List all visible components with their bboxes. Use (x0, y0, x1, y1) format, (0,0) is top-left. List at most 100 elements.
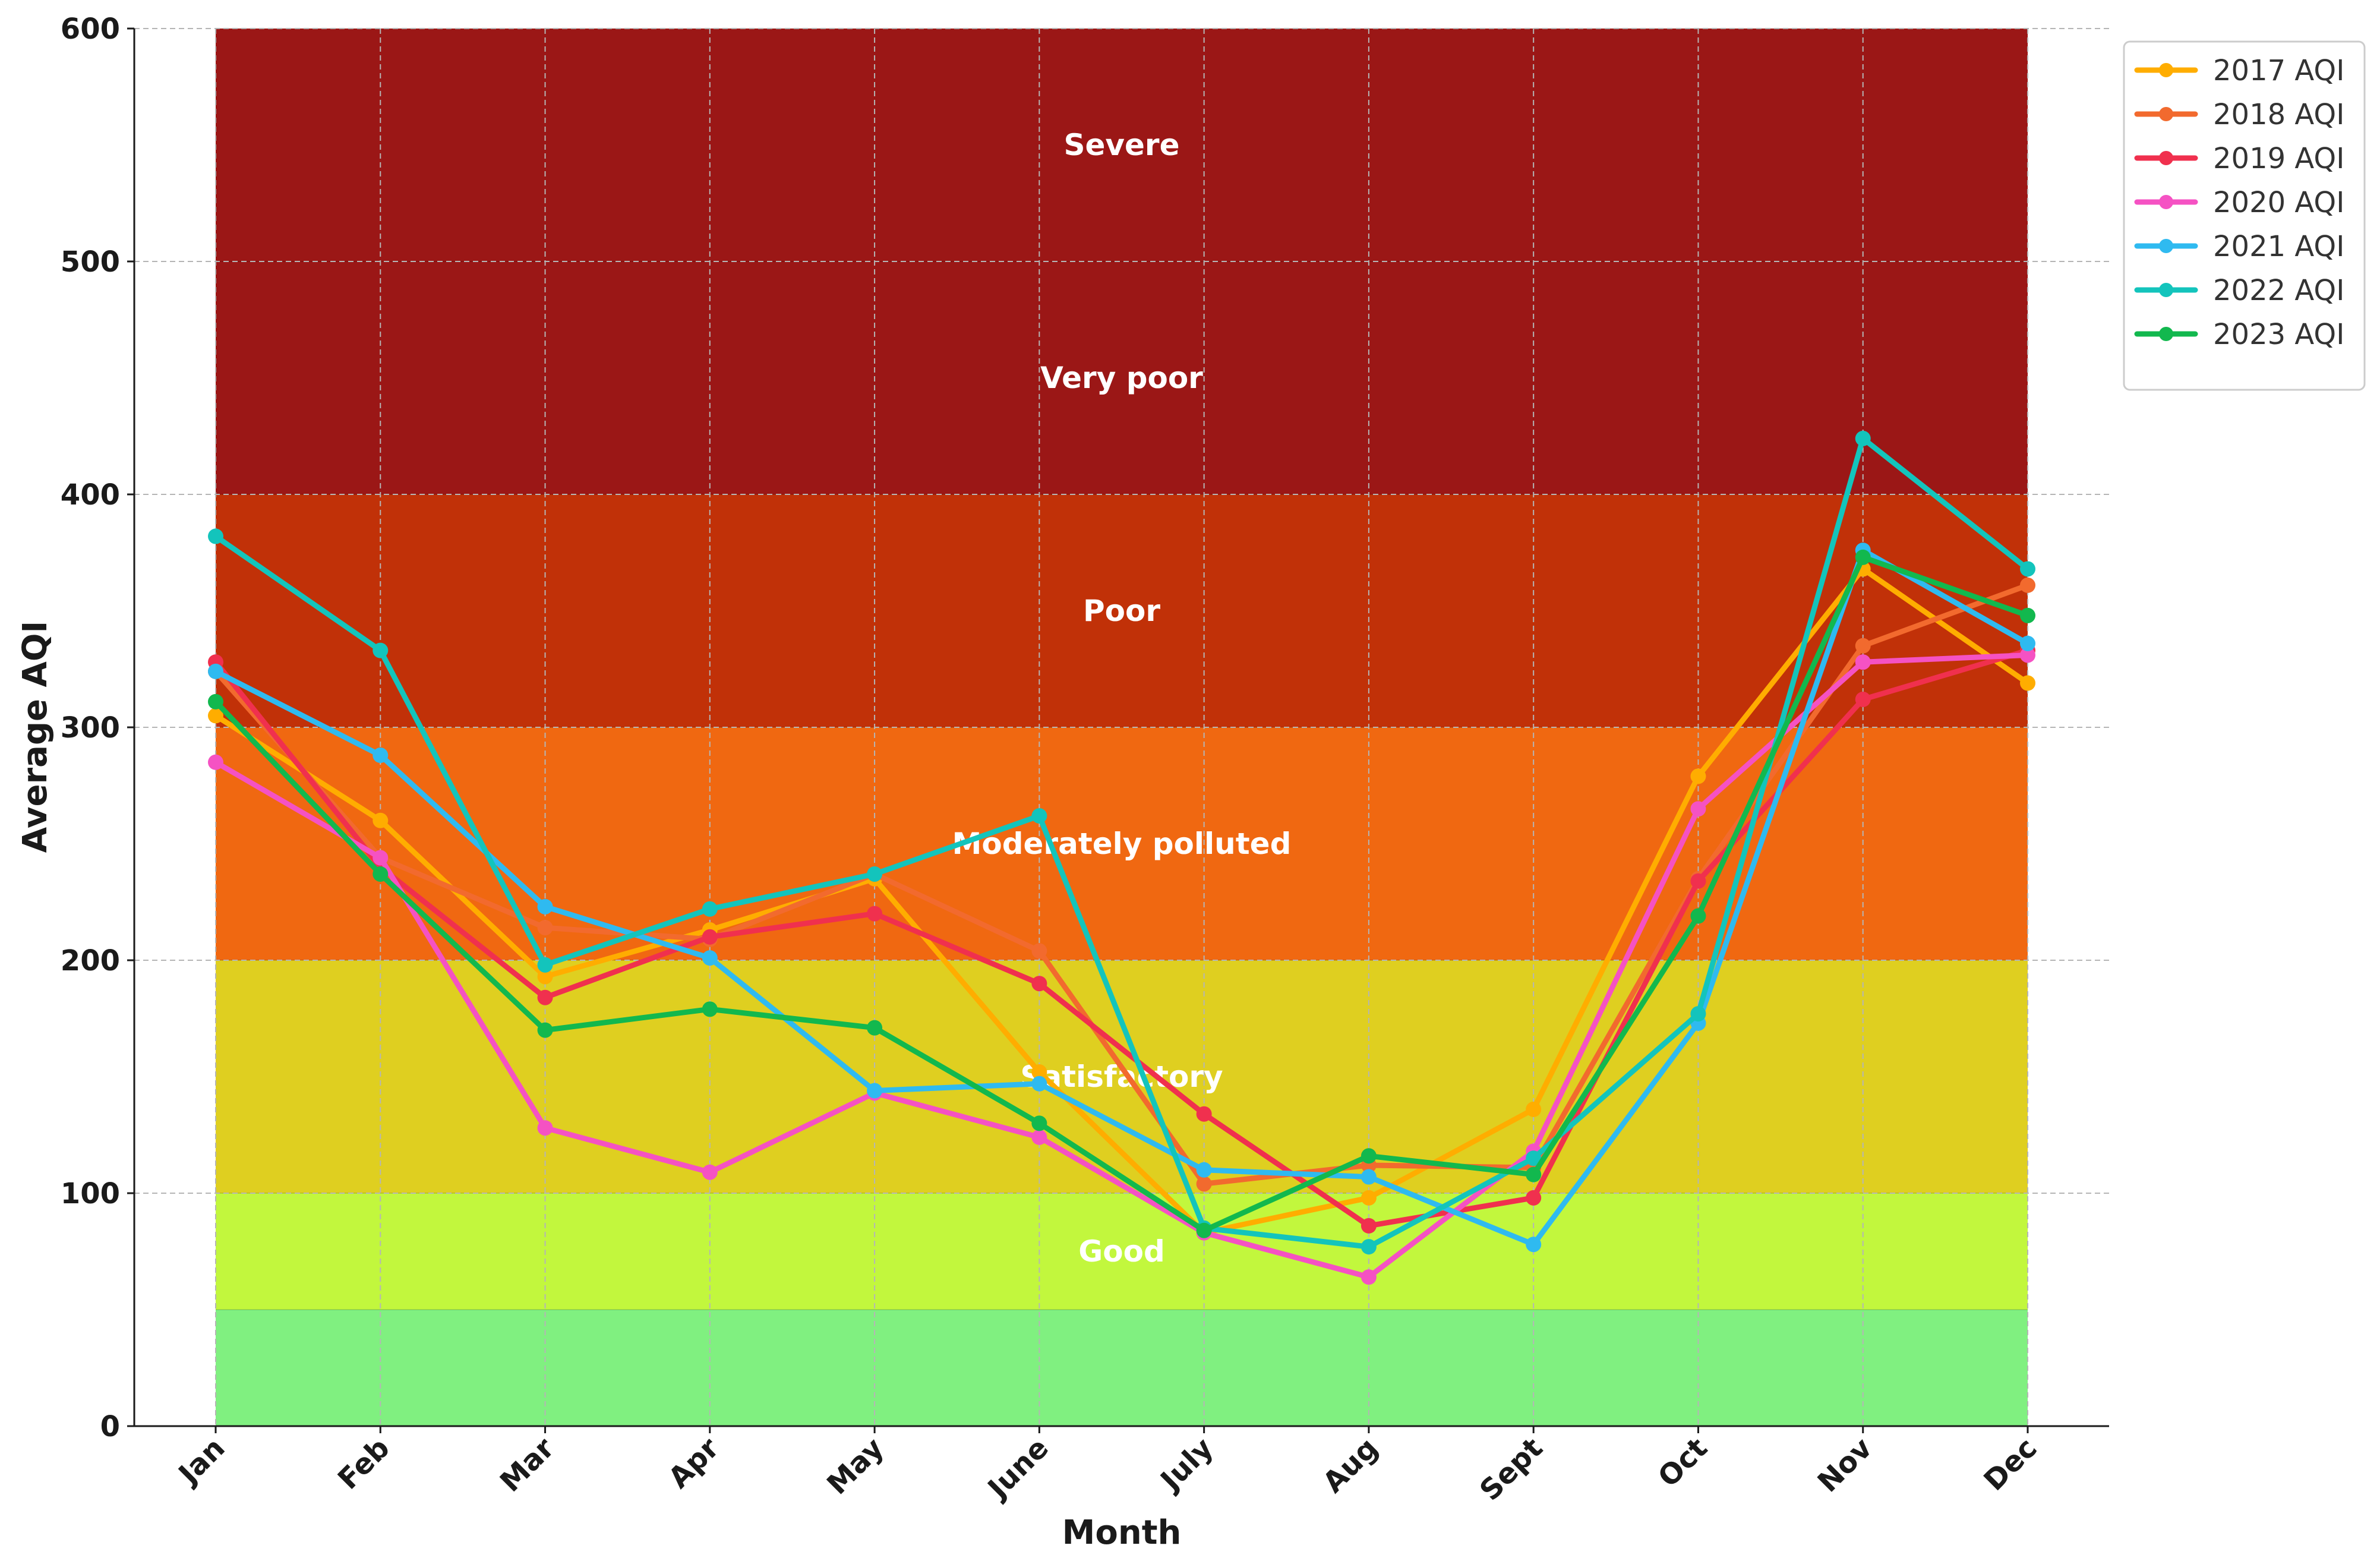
x-tick-label: Aug (1317, 1431, 1384, 1499)
legend-swatch-marker (2159, 283, 2173, 297)
legend-item-2017-aqi: 2017 AQI (2134, 54, 2344, 87)
data-point (2020, 577, 2035, 593)
legend-label: 2023 AQI (2213, 318, 2344, 351)
series-line-2021-aqi (213, 547, 2031, 1247)
y-tick-label: 400 (61, 478, 120, 512)
x-tick-label: June (980, 1431, 1055, 1506)
x-tick-label: Sept (1473, 1431, 1549, 1508)
data-point (1690, 1006, 1706, 1022)
data-point (1361, 1148, 1377, 1164)
data-point (1855, 691, 1871, 707)
legend-item-2020-aqi: 2020 AQI (2134, 186, 2344, 219)
data-point (702, 901, 718, 917)
data-point (1526, 1150, 1542, 1166)
legend-box (2123, 40, 2366, 391)
data-point (1855, 654, 1871, 670)
x-axis-title: Month (1062, 1513, 1182, 1552)
x-tick-label: Apr (662, 1431, 725, 1495)
data-point (1690, 908, 1706, 924)
data-point (867, 866, 883, 882)
data-point (1031, 1076, 1047, 1092)
data-point (702, 950, 718, 966)
y-tick-label: 200 (61, 944, 120, 977)
data-point (2020, 647, 2035, 663)
legend-label: 2017 AQI (2213, 54, 2344, 87)
data-point (537, 1022, 553, 1038)
data-point (1031, 976, 1047, 992)
band-label-good: Good (1078, 1234, 1165, 1269)
band-very-poor (216, 261, 2028, 494)
legend-swatch-marker (2159, 63, 2173, 77)
y-tick-label: 100 (61, 1177, 120, 1210)
legend-swatch-marker (2159, 151, 2173, 165)
data-point (867, 906, 883, 922)
legend-label: 2020 AQI (2213, 186, 2344, 219)
data-point (1361, 1218, 1377, 1234)
data-point (1196, 1162, 1212, 1178)
data-point (702, 1164, 718, 1180)
data-point (1196, 1176, 1212, 1192)
band-label-very-poor: Very poor (1040, 361, 1203, 395)
data-point (1196, 1222, 1212, 1238)
data-point (537, 898, 553, 914)
data-point (373, 866, 389, 882)
data-point (2020, 607, 2035, 623)
legend-swatch-marker (2159, 107, 2173, 121)
series-lines (208, 430, 2035, 1285)
y-axis-title: Average AQI (16, 621, 55, 853)
legend-item-2023-aqi: 2023 AQI (2134, 318, 2344, 351)
data-point (1361, 1239, 1377, 1255)
data-point (2020, 635, 2035, 651)
data-point (1526, 1166, 1542, 1182)
grid-lines (134, 28, 2109, 1427)
band-label-poor: Poor (1083, 594, 1160, 628)
data-point (1031, 1129, 1047, 1145)
band-good (216, 1193, 2028, 1310)
axes (127, 27, 2109, 1433)
data-point (373, 642, 389, 658)
series-line-2023-aqi (213, 554, 2031, 1234)
series-line-2020-aqi (213, 652, 2031, 1280)
y-tick-label: 600 (61, 12, 120, 46)
data-point (1690, 768, 1706, 784)
data-point (1031, 1115, 1047, 1131)
legend-label: 2019 AQI (2213, 142, 2344, 175)
data-point (2020, 561, 2035, 577)
data-point (537, 969, 553, 985)
band-severe (216, 29, 2028, 261)
data-point (1855, 638, 1871, 654)
data-point (208, 663, 223, 679)
data-point (1361, 1169, 1377, 1185)
legend-swatch-marker (2159, 239, 2173, 253)
aqi-bands (216, 29, 2028, 1426)
data-point (537, 920, 553, 936)
x-tick-label: May (820, 1431, 890, 1501)
data-point (373, 748, 389, 764)
data-point (1361, 1190, 1377, 1206)
band-poor (216, 494, 2028, 727)
legend-swatch-marker (2159, 327, 2173, 341)
x-tick-label: Dec (1978, 1431, 2044, 1497)
series-line-2017-aqi (213, 566, 2031, 1236)
data-point (208, 693, 223, 709)
data-point (702, 929, 718, 945)
data-point (867, 1020, 883, 1036)
data-point (1196, 1106, 1212, 1122)
data-point (702, 1001, 718, 1017)
data-point (1361, 1269, 1377, 1285)
data-point (1031, 808, 1047, 824)
data-point (373, 850, 389, 866)
x-tick-label: Jan (171, 1431, 231, 1491)
x-tick-label: July (1153, 1431, 1220, 1498)
band-base (216, 1310, 2028, 1426)
x-tick-label: Feb (332, 1431, 396, 1496)
band-label-moderately-polluted: Moderately polluted (952, 827, 1292, 861)
data-point (208, 754, 223, 770)
y-tick-label: 300 (61, 711, 120, 745)
y-tick-label: 500 (61, 245, 120, 279)
data-point (537, 1120, 553, 1136)
data-point (1526, 1101, 1542, 1117)
legend-label: 2021 AQI (2213, 230, 2344, 263)
